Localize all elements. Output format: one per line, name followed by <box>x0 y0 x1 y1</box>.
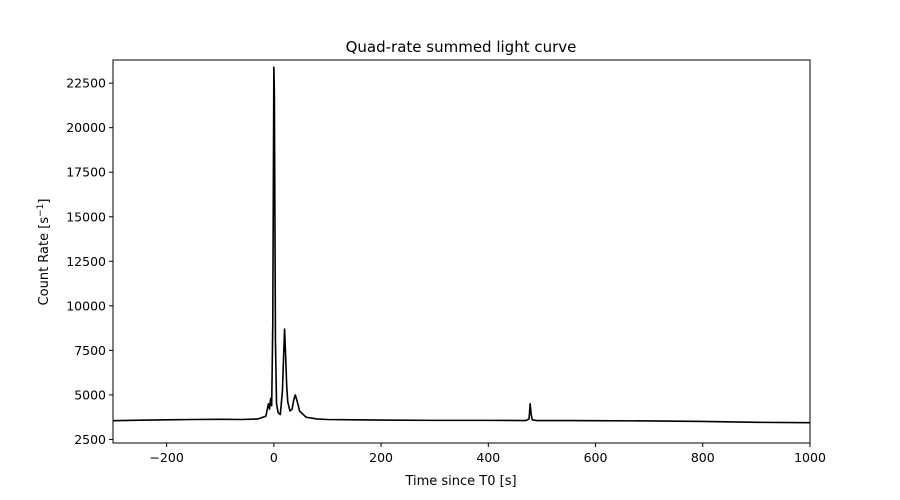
plot-frame <box>112 59 811 444</box>
y-tick-label: 5000 <box>74 387 106 402</box>
y-axis-label: Count Rate [s−1] <box>36 199 52 306</box>
x-tick-label: 1000 <box>794 450 826 465</box>
y-axis-label-suffix: ] <box>37 199 52 204</box>
x-axis: −200 0 200 400 600 800 1000 <box>149 443 826 465</box>
plot-area <box>112 66 811 424</box>
y-axis-label-main: Count Rate [s <box>37 217 52 306</box>
y-tick-label: 22500 <box>66 76 106 91</box>
y-tick-label: 17500 <box>66 165 106 180</box>
x-tick-label: 800 <box>691 450 715 465</box>
y-tick-label: 15000 <box>66 209 106 224</box>
y-tick-label: 7500 <box>74 343 106 358</box>
x-tick-label: 400 <box>476 450 500 465</box>
y-axis-label-sup: −1 <box>36 204 46 217</box>
y-tick-label: 10000 <box>66 298 106 313</box>
y-tick-label: 2500 <box>74 432 106 447</box>
x-tick-label: 600 <box>584 450 608 465</box>
x-tick-label: −200 <box>149 450 183 465</box>
y-tick-label: 20000 <box>66 120 106 135</box>
x-tick-label: 200 <box>369 450 393 465</box>
y-axis: 2500 5000 7500 10000 12500 15000 17500 20000 225… <box>66 76 113 447</box>
x-axis-label: Time since T0 [s] <box>404 474 516 489</box>
chart-title: Quad-rate summed light curve <box>346 38 577 56</box>
y-tick-label: 12500 <box>66 254 106 269</box>
series-line-0 <box>112 66 811 424</box>
x-tick-label: 0 <box>270 450 278 465</box>
